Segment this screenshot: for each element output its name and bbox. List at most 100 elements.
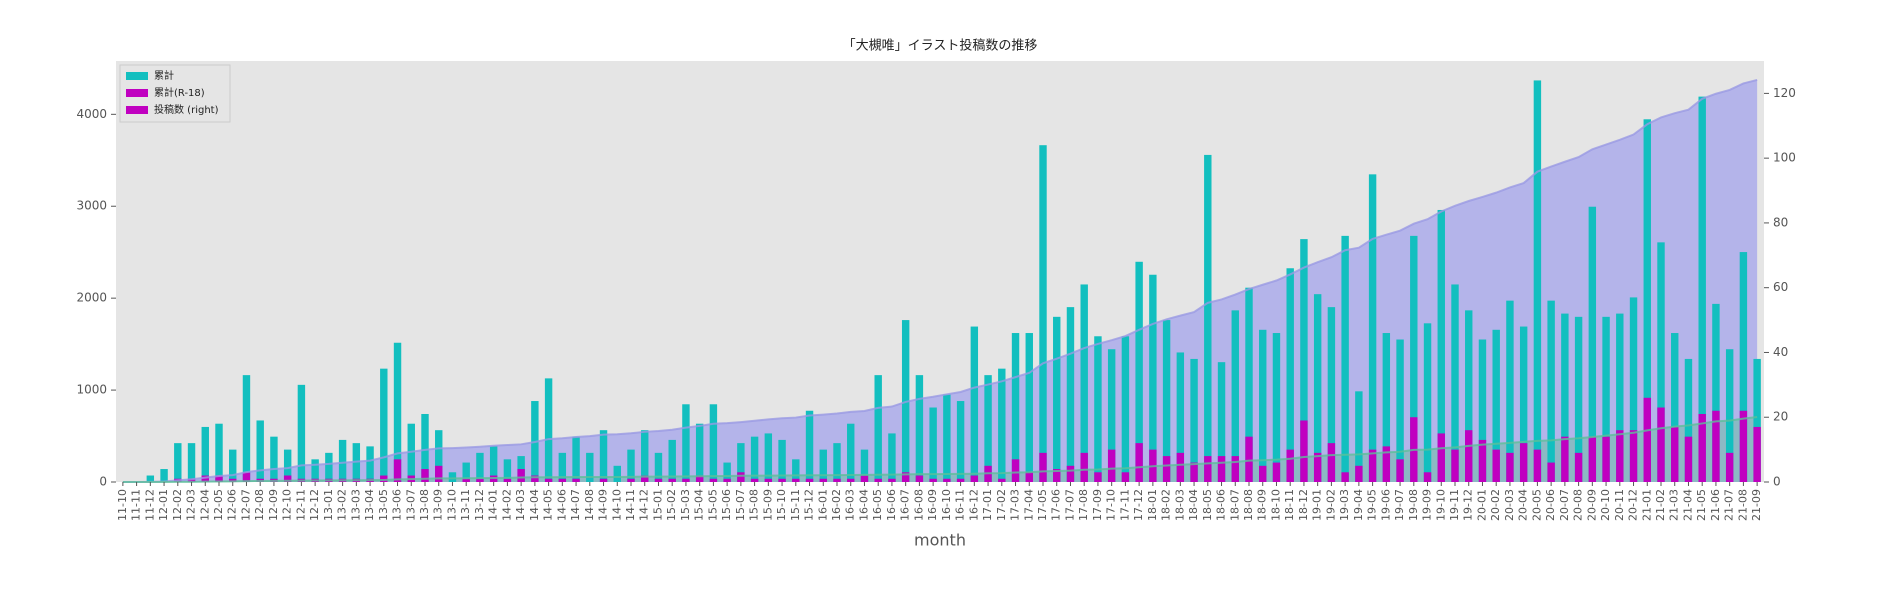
bar xyxy=(1671,333,1679,482)
bar xyxy=(778,478,786,482)
x-tick-label: 13-06 xyxy=(391,489,404,521)
bar xyxy=(1492,329,1500,482)
bar xyxy=(627,478,635,482)
bar xyxy=(1478,439,1487,482)
bar xyxy=(599,430,608,482)
x-tick-label: 17-07 xyxy=(1063,489,1076,521)
bar xyxy=(215,423,223,482)
bar xyxy=(833,478,841,482)
legend-swatch xyxy=(126,89,148,97)
bar xyxy=(915,475,924,482)
x-tick-label: 16-04 xyxy=(857,489,870,521)
bar xyxy=(366,446,374,482)
x-tick-label: 13-04 xyxy=(363,489,376,521)
y2-tick-label: 60 xyxy=(1773,280,1788,294)
bar xyxy=(1039,452,1047,482)
x-tick-label: 20-09 xyxy=(1585,489,1598,521)
bar xyxy=(599,478,608,482)
x-tick-label: 15-01 xyxy=(651,489,664,521)
bar xyxy=(1053,316,1061,482)
x-tick-label: 20-06 xyxy=(1544,489,1557,521)
x-axis-label: month xyxy=(914,531,966,550)
bar xyxy=(1355,465,1363,482)
bar xyxy=(915,375,924,482)
bar xyxy=(1231,456,1239,482)
bar xyxy=(503,478,512,482)
bar xyxy=(1574,452,1583,482)
bar xyxy=(531,475,539,482)
x-tick-label: 19-09 xyxy=(1421,489,1434,521)
bar xyxy=(1382,446,1391,482)
bar xyxy=(1094,472,1102,482)
x-tick-label: 12-08 xyxy=(253,489,266,521)
x-tick-label: 21-05 xyxy=(1695,489,1708,521)
bar xyxy=(874,375,882,482)
bar xyxy=(1547,462,1555,482)
x-tick-label: 12-09 xyxy=(267,489,280,521)
x-tick-label: 21-08 xyxy=(1736,489,1749,521)
x-tick-label: 12-03 xyxy=(185,489,198,521)
x-tick-label: 13-11 xyxy=(459,489,472,521)
x-tick-label: 14-12 xyxy=(638,489,651,521)
x-tick-label: 15-04 xyxy=(693,489,706,521)
bar xyxy=(860,449,869,482)
bar xyxy=(641,475,649,482)
x-tick-label: 19-04 xyxy=(1352,489,1365,521)
bar xyxy=(1684,358,1693,482)
bar xyxy=(998,478,1006,482)
x-tick-label: 18-11 xyxy=(1283,489,1296,521)
bar xyxy=(393,342,402,482)
x-tick-label: 13-10 xyxy=(445,489,458,521)
bar xyxy=(682,404,690,482)
x-tick-label: 13-09 xyxy=(432,489,445,521)
bar xyxy=(613,465,621,482)
bar xyxy=(517,469,525,482)
bar xyxy=(819,478,827,482)
bar xyxy=(572,478,580,482)
bar xyxy=(1739,410,1748,482)
bar xyxy=(943,478,951,482)
bar xyxy=(709,404,718,482)
x-tick-label: 18-07 xyxy=(1228,489,1241,521)
bar xyxy=(1080,284,1088,482)
bar xyxy=(558,452,567,482)
bar xyxy=(1204,154,1212,482)
bar xyxy=(174,443,182,482)
bar xyxy=(1657,242,1665,482)
x-tick-label: 16-11 xyxy=(954,489,967,521)
bar xyxy=(737,443,745,482)
bar xyxy=(984,375,992,482)
x-tick-label: 18-10 xyxy=(1269,489,1282,521)
bar xyxy=(847,478,855,482)
bar xyxy=(1094,336,1102,482)
x-tick-label: 20-08 xyxy=(1572,489,1585,521)
bar xyxy=(146,475,155,482)
bar xyxy=(764,478,773,482)
x-tick-label: 19-02 xyxy=(1324,489,1337,521)
bar xyxy=(1753,358,1761,482)
bar xyxy=(325,452,333,482)
bar xyxy=(435,465,443,482)
bar xyxy=(201,426,209,482)
bar xyxy=(558,478,567,482)
bar xyxy=(1286,449,1294,482)
legend-label: 累計 xyxy=(154,69,174,82)
x-tick-label: 11-12 xyxy=(143,489,156,521)
bar xyxy=(572,436,580,482)
bar xyxy=(1135,261,1143,482)
x-tick-label: 13-03 xyxy=(349,489,362,521)
bar xyxy=(1574,316,1583,482)
bar xyxy=(929,407,937,482)
x-tick-label: 13-02 xyxy=(336,489,349,521)
legend-label: 投稿数 (right) xyxy=(154,103,219,116)
x-tick-label: 17-11 xyxy=(1118,489,1131,521)
x-tick-label: 12-10 xyxy=(281,489,294,521)
bar xyxy=(1753,426,1761,482)
bar xyxy=(1712,303,1720,482)
bar xyxy=(283,449,292,482)
y2-tick-label: 0 xyxy=(1773,475,1781,489)
x-tick-label: 18-02 xyxy=(1160,489,1173,521)
x-tick-label: 17-05 xyxy=(1036,489,1049,521)
